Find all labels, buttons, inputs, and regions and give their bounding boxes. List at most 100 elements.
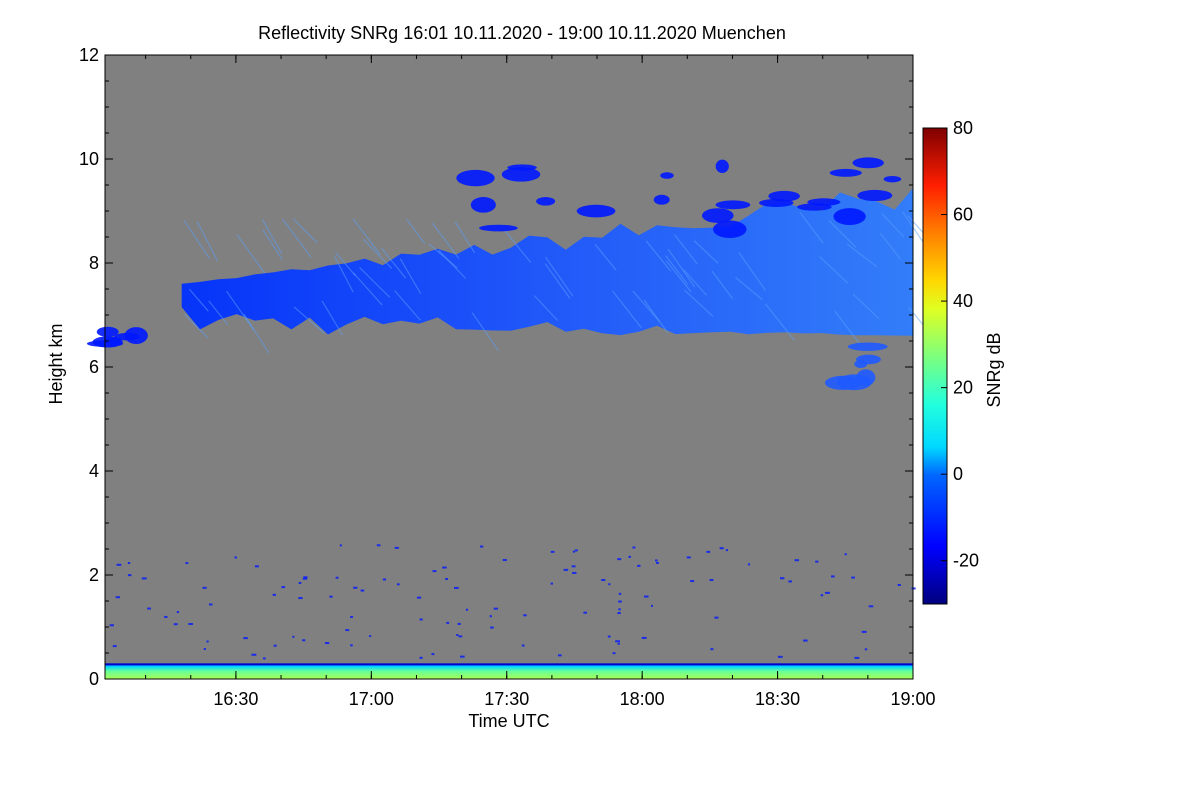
fall-streak xyxy=(544,263,571,299)
echo-fragment xyxy=(836,374,872,391)
fall-streak xyxy=(667,248,696,288)
noise-speckle xyxy=(824,591,830,594)
noise-speckle xyxy=(489,615,492,618)
fall-streak xyxy=(846,243,878,268)
noise-speckle xyxy=(557,654,562,657)
noise-speckle xyxy=(115,596,121,599)
fall-streak xyxy=(645,240,672,272)
fall-streak xyxy=(352,218,381,256)
echo-fragment xyxy=(759,198,794,207)
echo-fragment xyxy=(883,175,902,183)
noise-speckle xyxy=(234,556,237,559)
noise-speckle xyxy=(302,577,308,580)
noise-speckle xyxy=(803,639,808,642)
echo-fragment xyxy=(856,354,881,365)
fall-streak xyxy=(545,256,574,297)
noise-speckle xyxy=(298,597,303,600)
x-tick-label: 19:00 xyxy=(890,689,935,709)
colorbar-tick-label: 40 xyxy=(953,291,973,311)
noise-speckle xyxy=(454,586,459,589)
fall-streak xyxy=(879,232,902,260)
x-tick-label: 18:30 xyxy=(755,689,800,709)
noise-speckle xyxy=(147,607,151,610)
noise-speckle xyxy=(202,586,207,589)
noise-speckle xyxy=(615,640,620,643)
fall-streak xyxy=(738,252,767,292)
noise-speckle xyxy=(203,647,206,650)
fall-streak xyxy=(188,288,209,312)
colorbar-tick-label: 0 xyxy=(953,464,963,484)
colorbar-tick-label: 20 xyxy=(953,378,973,398)
noise-speckle xyxy=(188,622,193,625)
fall-streak xyxy=(380,247,407,279)
echo-fragment xyxy=(501,167,541,182)
fall-streak xyxy=(406,218,426,244)
echo-fragment xyxy=(715,159,729,173)
noise-speckle xyxy=(601,579,606,582)
noise-speckle xyxy=(292,635,295,638)
noise-speckle xyxy=(376,544,381,547)
fall-streak xyxy=(352,272,383,306)
echo-fragment xyxy=(847,342,888,351)
noise-speckle xyxy=(490,626,494,629)
fall-streak xyxy=(471,312,500,352)
noise-speckle xyxy=(854,656,860,659)
noise-speckle xyxy=(345,629,350,632)
echo-fragment xyxy=(124,327,148,345)
noise-speckle xyxy=(815,560,819,563)
noise-speckle xyxy=(571,565,576,568)
colorbar xyxy=(922,127,948,605)
x-tick-label: 16:30 xyxy=(213,689,258,709)
echo-fragment xyxy=(96,326,119,337)
cirrus-band xyxy=(181,188,913,336)
noise-speckle xyxy=(617,612,621,615)
fall-streak xyxy=(500,225,532,263)
noise-speckle xyxy=(618,592,622,595)
noise-speckle xyxy=(820,594,824,597)
noise-speckle xyxy=(335,576,339,579)
noise-speckle xyxy=(272,593,276,596)
fall-streak xyxy=(243,313,270,354)
noise-speckle xyxy=(350,615,354,618)
fall-streak xyxy=(665,255,689,286)
fall-streak xyxy=(852,293,880,320)
noise-speckle xyxy=(574,549,578,552)
fall-streak xyxy=(711,270,733,300)
fall-streak xyxy=(612,290,642,329)
noise-speckle xyxy=(710,648,714,651)
noise-speckle xyxy=(273,644,277,647)
noise-speckle xyxy=(788,580,792,583)
fall-streak xyxy=(196,221,218,262)
echo-fragment xyxy=(768,190,800,202)
fall-streak xyxy=(362,238,393,269)
fall-streak xyxy=(183,219,211,259)
noise-speckle xyxy=(329,595,333,598)
noise-speckle xyxy=(419,618,423,621)
near-surface-echo xyxy=(105,663,913,679)
noise-speckle xyxy=(656,561,659,564)
y-tick-label: 2 xyxy=(89,565,99,585)
noise-speckle xyxy=(747,563,751,566)
noise-speckle xyxy=(686,556,691,559)
noise-speckle xyxy=(563,568,569,571)
noise-speckle xyxy=(719,547,724,550)
noise-speckle xyxy=(281,586,286,589)
noise-speckle xyxy=(116,563,122,566)
noise-speckle xyxy=(523,614,527,617)
fall-streak xyxy=(293,306,325,334)
noise-speckle xyxy=(794,559,800,562)
echo-fragment xyxy=(797,203,832,211)
noise-speckle xyxy=(353,586,358,589)
noise-speckle xyxy=(780,577,785,580)
noise-speckle xyxy=(777,655,783,658)
colorbar-tick-label: 60 xyxy=(953,205,973,225)
noise-speckle xyxy=(382,578,387,581)
fall-streak xyxy=(261,219,283,255)
fall-streak xyxy=(454,221,476,254)
echo-fragment xyxy=(470,196,496,213)
colorbar-label: SNRg dB xyxy=(984,332,1004,407)
fall-streak xyxy=(282,218,312,258)
fall-streak xyxy=(292,218,318,244)
y-axis-label: Height km xyxy=(46,323,66,404)
fall-streak xyxy=(208,300,229,326)
